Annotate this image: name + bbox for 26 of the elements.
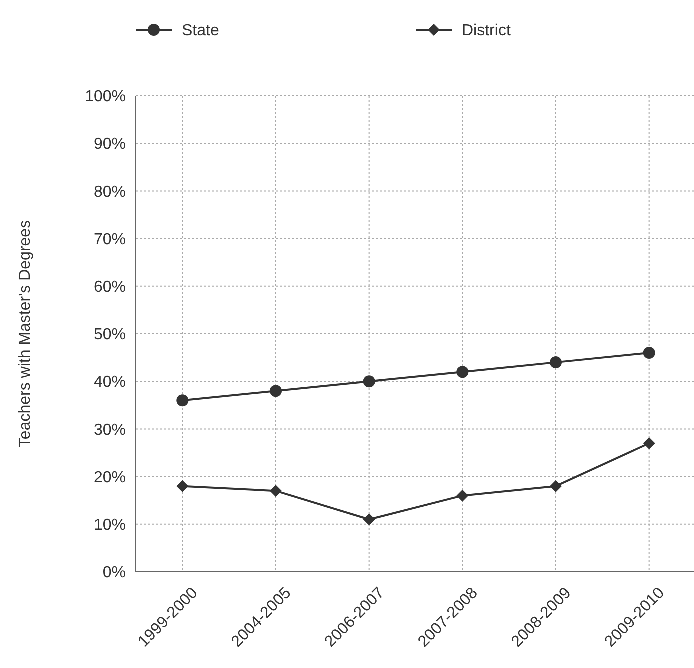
y-tick-label: 60% bbox=[94, 279, 126, 296]
legend-label: District bbox=[462, 22, 512, 40]
y-tick-label: 20% bbox=[94, 469, 126, 486]
point bbox=[270, 485, 282, 498]
y-tick-label: 10% bbox=[94, 517, 126, 534]
point bbox=[456, 490, 469, 502]
point bbox=[550, 480, 562, 492]
point bbox=[643, 347, 656, 360]
point bbox=[363, 376, 376, 388]
y-tick-label: 90% bbox=[94, 136, 126, 154]
point bbox=[270, 385, 282, 398]
y-tick-label: 100% bbox=[85, 88, 126, 106]
y-tick-label: 70% bbox=[94, 231, 126, 248]
point bbox=[550, 356, 562, 369]
point bbox=[643, 437, 656, 450]
point bbox=[176, 480, 189, 492]
y-tick-label: 0% bbox=[102, 564, 126, 582]
legend-label: State bbox=[182, 22, 220, 40]
y-tick-label: 50% bbox=[94, 326, 126, 344]
y-tick-label: 30% bbox=[94, 422, 126, 439]
point bbox=[176, 394, 189, 407]
y-axis-title: Teachers with Master's Degrees bbox=[17, 220, 34, 448]
point bbox=[456, 366, 469, 378]
point bbox=[363, 514, 376, 526]
y-tick-label: 80% bbox=[94, 184, 126, 201]
y-tick-label: 40% bbox=[94, 374, 126, 392]
